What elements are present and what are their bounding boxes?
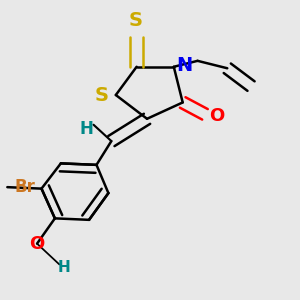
Text: O: O	[29, 235, 45, 253]
Text: S: S	[128, 11, 142, 30]
Text: S: S	[94, 85, 108, 104]
Text: N: N	[177, 56, 193, 75]
Text: Br: Br	[15, 178, 36, 196]
Text: H: H	[57, 260, 70, 275]
Text: O: O	[209, 107, 225, 125]
Text: H: H	[79, 120, 93, 138]
